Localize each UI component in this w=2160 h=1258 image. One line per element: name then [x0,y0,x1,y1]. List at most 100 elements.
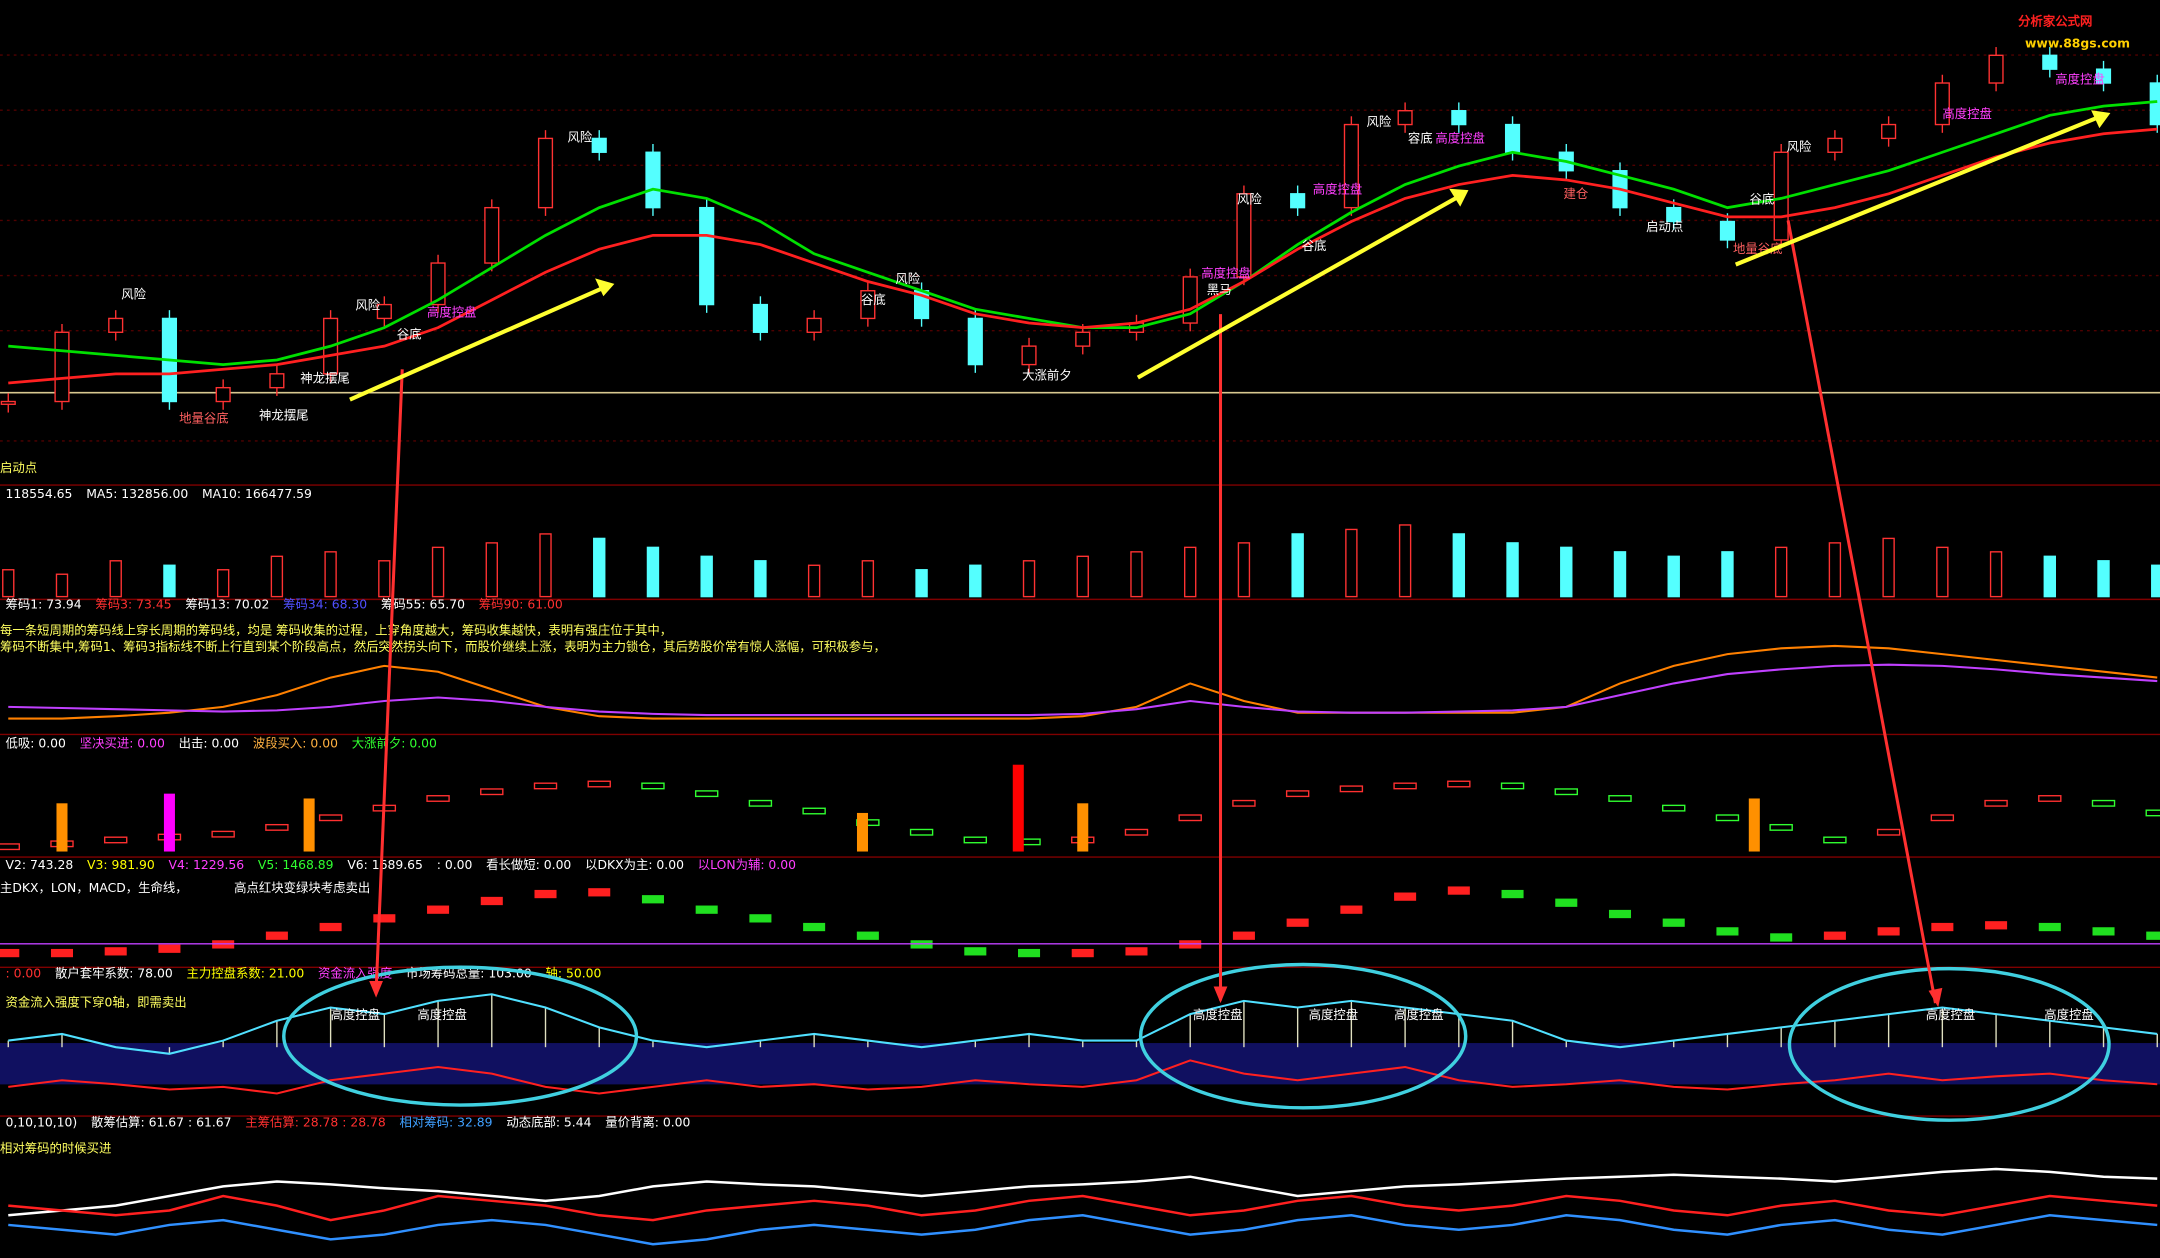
candle [2149,82,2160,126]
annotation: 风险 [355,297,380,312]
volume-bar [1398,524,1412,598]
volume-bar [1076,555,1089,598]
volume-bar [969,564,982,598]
volume-bar [915,569,928,598]
candle [1666,206,1682,223]
header-item: 散户套牢系数: 78.00 [55,966,173,981]
step-mark [694,790,719,798]
annotation: 高度控盘 [1435,131,1485,146]
candle [1290,193,1306,209]
trend-block [2038,922,2061,932]
volume-bar [216,569,230,598]
step-mark [1339,785,1364,793]
trend-block [50,948,74,958]
header-item: V3: 981.90 [87,857,155,872]
volume-bar [807,564,821,598]
control-label: 高度控盘 [1193,1007,1243,1022]
step-mark [1447,780,1471,788]
note: 资金流入强度下穿0轴，即需卖出 [6,995,187,1010]
header-item: 主筹估算: 28.78 : 28.78 [245,1114,386,1129]
volume-bar [1345,528,1358,598]
trend-block [1018,948,1041,958]
header-item: V6: 1689.65 [347,857,423,872]
header-item: 看长做短: 0.00 [486,857,571,872]
trend-block [427,905,450,914]
annotation: 神龙摆尾 [300,370,350,385]
step-mark [426,795,450,802]
control-label: 高度控盘 [1309,1007,1359,1022]
candle [1236,193,1252,278]
signal-bar [56,803,68,852]
step-mark [802,807,826,815]
step-mark [211,830,235,838]
step-mark [1500,782,1525,790]
annotation: 风险 [895,271,920,286]
trend-block [588,888,611,897]
candle [1719,220,1736,241]
volume-bar [1237,542,1251,598]
trend-block [1447,886,1470,895]
annotation: 风险 [1787,139,1812,154]
note: 每一条短周期的筹码线上穿长周期的筹码线，均是 筹码收集的过程，上穿角度越大，筹码… [0,623,672,638]
volume-bar [1506,542,1519,598]
step-mark [2091,799,2116,807]
candle [1881,123,1897,140]
header-item: MA5: 132856.00 [86,486,188,501]
series-line [8,644,2158,720]
header-item: MA10: 166477.59 [202,486,312,501]
annotation: 谷底 [1302,238,1327,253]
annotation: 建仓 [1564,186,1589,201]
trend-block [1501,889,1524,899]
annotation: 风险 [1237,191,1262,206]
header-item: 散筹估算: 61.67 : 61.67 [91,1114,231,1129]
header-item: 筹码34: 68.30 [283,596,367,611]
volume-bar [1184,546,1197,598]
header-item: V4: 1229.56 [169,857,245,872]
candle [376,303,392,320]
trend-block [1877,927,1900,936]
header-item: V2: 743.28 [6,857,74,872]
volume-bar [1989,551,2003,598]
trend-block [1662,918,1685,927]
volume-bar [861,560,875,598]
header-item: 波段买入: 0.00 [253,736,338,751]
trend-block [319,922,342,932]
main-title: 启动点 [0,460,37,475]
annotation: 高度控盘 [1313,182,1363,197]
step-mark [1178,814,1202,822]
annotation: 黑马 [1207,282,1232,297]
trend-block [1931,922,1954,932]
header-item: 出击: 0.00 [179,736,240,751]
candle [1397,110,1413,126]
volume-bar [1936,546,1949,598]
header-item: 筹码3: 73.45 [95,596,171,611]
volume-bar [593,537,606,598]
trend-block [695,905,718,914]
candle [1075,331,1091,347]
candle [591,137,607,153]
step-mark [1984,799,2008,807]
control-label: 高度控盘 [2044,1007,2094,1022]
series-line [8,127,2158,385]
volume-bar [1667,555,1680,598]
step-mark [1823,836,1847,844]
candle [1934,82,1950,126]
trend-block [158,944,181,953]
volume-bar [1882,537,1895,598]
note: 主DKX，LON，MACD，生命线， [0,880,188,895]
trend-block [1608,909,1632,919]
volume-bar [1613,551,1627,598]
candle [54,331,70,403]
step-mark [1124,828,1149,836]
trend-block [1985,921,2008,930]
volume-bar [1452,533,1466,598]
main-grid [0,54,2160,442]
step-mark [909,828,934,836]
trend-block [480,896,503,906]
annotation: 地量谷底 [179,410,229,425]
step-mark [1876,828,1901,836]
volume-bar [700,555,713,598]
candle [484,206,500,264]
series-line [8,1059,2158,1095]
